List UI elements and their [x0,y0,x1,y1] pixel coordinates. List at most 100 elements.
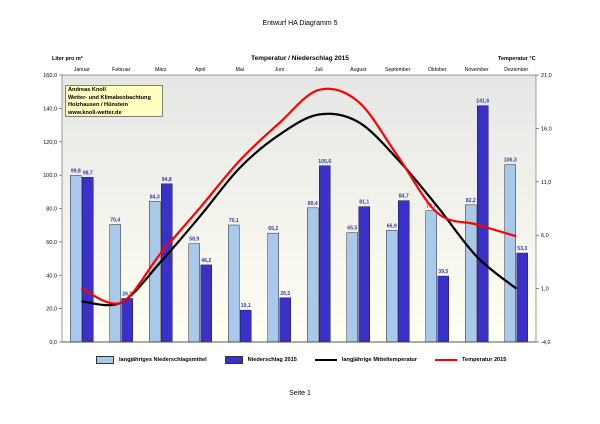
bar-longterm-precip [425,210,437,343]
category-label: März [155,67,167,73]
bar-precip-2015 [121,298,133,343]
left-axis-tick-label: 120,0 [43,140,57,146]
author-info-box: Andreas Knoll Wetter- und Klimabeobachtu… [65,85,163,117]
legend-item-longterm-temp: langjährige Mitteltemperatur [314,356,418,364]
bar-precip-2015-label: 94,8 [162,177,172,183]
bar-longterm-precip [504,164,516,343]
bar-precip-2015-label: 39,5 [438,269,448,275]
bar-precip-2015-label: 26,5 [280,291,290,297]
legend-item-temp-2015: Temperatur 2015 [435,356,506,364]
category-label: Oktober [428,67,447,73]
left-axis-tick-label: 60,0 [46,240,57,246]
bar-precip-2015 [200,264,212,343]
legend-label-temp-2015: Temperatur 2015 [462,357,507,363]
legend-label-longterm-precip: langjähriges Niederschlagsmittel [119,357,207,363]
left-axis-tick-label: 20,0 [46,307,57,313]
bar-longterm-precip [307,207,319,343]
bar-precip-2015 [82,177,94,343]
left-axis-tick-label: 0,0 [49,340,57,346]
bar-longterm-precip [465,204,477,343]
left-axis-tick-label: 40,0 [46,273,57,279]
bar-longterm-precip-label: 80,4 [308,201,318,207]
author-name: Andreas Knoll [68,87,106,93]
category-label: Dezember [504,67,528,73]
legend-label-longterm-temp: langjährige Mitteltemperatur [341,357,418,363]
right-axis-tick-label: 16,0 [541,126,552,132]
bar-precip-2015-label: 84,7 [399,194,409,200]
bar-precip-2015-label: 19,1 [241,303,251,309]
right-axis-unit: Temperatur °C [498,56,536,62]
bar-longterm-precip-label: 70,4 [110,218,120,224]
legend-label-precip-2015: Niederschlag 2015 [247,357,297,363]
bar-precip-2015-label: 46,2 [201,258,211,264]
plot-area [61,74,537,343]
category-label: Juli [315,67,323,73]
bar-precip-2015-label: 81,1 [359,200,369,206]
line-temp-2015 [81,87,517,305]
category-label: November [465,67,489,73]
right-axis-tick-label: -4,0 [541,340,550,346]
legend-item-longterm-precip: langjähriges Niederschlagsmittel [96,356,207,364]
category-label: September [385,67,411,73]
legend-swatch-precip-2015 [224,356,243,364]
document-title: Entwurf HA Diagramm 5 [262,20,338,27]
bar-longterm-precip-label: 70,1 [229,218,239,224]
author-location: Holzhausen / Hünstein [68,102,128,109]
legend-item-precip-2015: Niederschlag 2015 [224,356,297,364]
category-label: Februar [112,67,130,73]
chart-title: Temperatur / Niederschlag 2015 [251,55,349,62]
bar-precip-2015-label: 98,7 [83,170,93,176]
bar-longterm-precip-label: 82,2 [466,198,476,204]
bar-precip-2015 [319,165,331,343]
category-label: August [350,67,367,73]
page-footer: Seite 1 [289,390,311,397]
bar-precip-2015 [516,252,528,343]
bar-longterm-precip [346,232,358,343]
line-longterm-temp [81,112,517,307]
bar-longterm-precip-label: 84,3 [150,194,160,200]
category-label: Juni [274,67,284,73]
bar-longterm-precip-label: 65,2 [268,226,278,232]
right-axis-tick-label: 21,0 [541,73,552,79]
left-axis-unit: Liter pro m² [52,56,83,62]
right-axis-tick-label: 1,0 [541,287,549,293]
category-label: Mai [236,67,244,73]
author-subtitle: Wetter- und Klimabeobachtung [68,94,151,101]
bar-longterm-precip-label: 106,3 [504,158,517,164]
left-axis-tick-label: 140,0 [43,106,57,112]
bar-longterm-precip [109,224,121,343]
bar-precip-2015-label: 53,3 [517,246,527,252]
bar-precip-2015 [477,105,489,343]
legend-swatch-longterm-precip [96,356,114,364]
category-label: April [195,67,205,73]
right-axis-tick-label: 11,0 [541,180,551,186]
legend-line-longterm-temp [314,359,337,361]
bar-precip-2015 [240,309,252,343]
left-axis-tick-label: 100,0 [43,173,57,179]
bar-longterm-precip [188,243,200,343]
bar-longterm-precip [267,232,279,343]
bar-longterm-precip [70,175,82,343]
legend-line-temp-2015 [435,359,458,361]
bar-longterm-precip [228,224,240,343]
bar-longterm-precip-label: 58,9 [189,237,199,243]
bar-precip-2015-label: 26,1 [122,291,132,297]
bar-longterm-precip [386,230,398,343]
bar-precip-2015 [161,183,173,343]
category-label: Januar [74,67,90,73]
bar-longterm-precip-label: 65,5 [347,226,357,232]
bar-longterm-precip-label: 99,8 [71,168,81,174]
author-website: www.knoll-wetter.de [68,109,122,116]
left-axis-tick-label: 80,0 [46,207,57,213]
left-axis-tick-label: 160,0 [43,73,57,79]
bar-precip-2015-label: 105,6 [318,159,331,165]
bar-precip-2015-label: 141,6 [476,99,489,105]
bar-precip-2015 [358,206,370,343]
bar-longterm-precip-label: 66,9 [387,223,397,229]
right-axis-tick-label: 6,0 [541,233,549,239]
bar-precip-2015 [398,200,410,343]
bar-precip-2015 [279,297,291,343]
bar-precip-2015 [437,275,449,343]
chart-legend: langjähriges Niederschlagsmittel Nieders… [96,356,526,364]
